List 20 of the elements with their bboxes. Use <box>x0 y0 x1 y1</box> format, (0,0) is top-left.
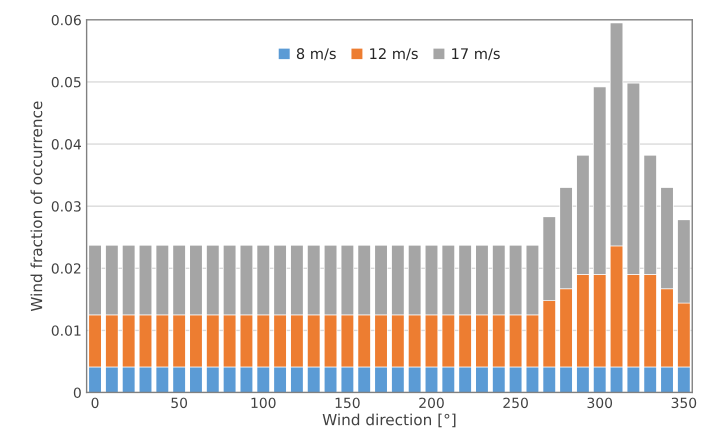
y-tick-label: 0.01 <box>52 325 80 336</box>
x-tick-label: 300 <box>588 398 612 408</box>
x-tick-label: 200 <box>419 398 444 408</box>
y-tick-label: 0.05 <box>52 76 81 88</box>
y-tick-label: 0.03 <box>52 201 81 212</box>
x-axis-title: Wind direction [°] <box>322 414 456 428</box>
y-tick-label: 0 <box>74 387 81 398</box>
y-tick-label: 0.02 <box>52 263 80 274</box>
legend-label: 12 m/s <box>370 48 418 60</box>
y-axis-title: Wind fraction of occurrence <box>30 101 42 312</box>
x-tick-label: 150 <box>336 398 360 408</box>
x-tick-label: 250 <box>503 398 528 408</box>
legend-label: 17 m/s <box>452 48 500 60</box>
x-tick-label: 100 <box>252 398 276 408</box>
y-tick-label: 0.06 <box>52 14 81 26</box>
x-tick-label: 350 <box>672 398 696 408</box>
x-tick-label: 0 <box>92 398 99 408</box>
x-tick-label: 50 <box>171 398 188 408</box>
y-tick-label: 0.04 <box>52 139 81 150</box>
legend-label: 8 m/s <box>296 48 336 60</box>
